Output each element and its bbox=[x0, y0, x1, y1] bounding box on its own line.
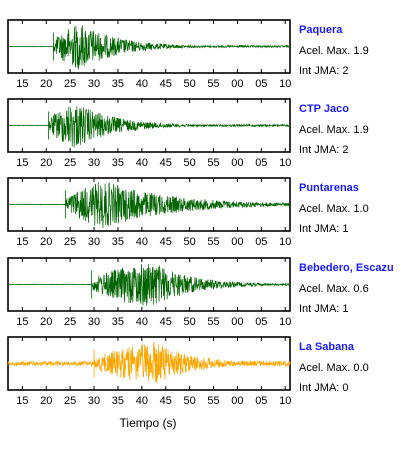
x-tick-label: 40 bbox=[136, 395, 148, 407]
x-tick-label: 20 bbox=[40, 78, 52, 90]
x-tick-label: 50 bbox=[184, 157, 196, 169]
station-name: Bebedero, Escazu bbox=[299, 262, 394, 274]
jma-intensity-label: Int JMA: 0 bbox=[299, 382, 349, 394]
x-tick-label: 50 bbox=[184, 236, 196, 248]
waveform-trace bbox=[7, 106, 291, 148]
x-tick-label: 50 bbox=[184, 395, 196, 407]
jma-intensity-label: Int JMA: 2 bbox=[299, 144, 349, 156]
station-name: Paquera bbox=[299, 24, 343, 36]
x-tick-label: 45 bbox=[160, 78, 172, 90]
station-name: CTP Jaco bbox=[299, 103, 349, 115]
x-tick-label: 25 bbox=[64, 157, 76, 169]
x-tick-label: 50 bbox=[184, 316, 196, 328]
x-tick-label: 00 bbox=[231, 316, 243, 328]
station-name: Puntarenas bbox=[299, 182, 359, 194]
x-tick-label: 35 bbox=[112, 395, 124, 407]
jma-intensity-label: Int JMA: 2 bbox=[299, 65, 349, 77]
x-tick-label: 25 bbox=[64, 78, 76, 90]
x-tick-label: 35 bbox=[112, 157, 124, 169]
panel-4: 15 20 25 30 35 40 45 50 55 00 05 10 La Sabana Acel. M… bbox=[7, 336, 369, 407]
x-tick-label: 05 bbox=[255, 157, 267, 169]
x-tick-label: 20 bbox=[40, 316, 52, 328]
panel-1: 15 20 25 30 35 40 45 50 55 00 05 10 CTP Jaco Acel. Ma… bbox=[7, 98, 369, 169]
x-tick-label: 05 bbox=[255, 316, 267, 328]
panel-3: 15 20 25 30 35 40 45 50 55 00 05 10 Bebedero, Escazu… bbox=[7, 257, 394, 328]
waveform-trace bbox=[7, 182, 291, 229]
panels: 15 20 25 30 35 40 45 50 55 00 05 10 Paquera Acel. Max… bbox=[7, 19, 394, 407]
x-tick-label: 25 bbox=[64, 395, 76, 407]
x-tick-label: 30 bbox=[88, 236, 100, 248]
x-tick-label: 05 bbox=[255, 395, 267, 407]
x-tick-label: 30 bbox=[88, 316, 100, 328]
x-axis-label: Tiempo (s) bbox=[120, 416, 177, 430]
x-tick-label: 40 bbox=[136, 78, 148, 90]
panel-0: 15 20 25 30 35 40 45 50 55 00 05 10 Paquera Acel. Max… bbox=[7, 19, 369, 90]
x-tick-label: 25 bbox=[64, 236, 76, 248]
x-tick-label: 35 bbox=[112, 78, 124, 90]
x-tick-label: 35 bbox=[112, 316, 124, 328]
x-tick-label: 10 bbox=[279, 157, 291, 169]
x-tick-label: 55 bbox=[207, 157, 219, 169]
x-tick-label: 15 bbox=[16, 157, 28, 169]
x-tick-label: 00 bbox=[231, 78, 243, 90]
x-tick-label: 00 bbox=[231, 395, 243, 407]
x-tick-label: 45 bbox=[160, 316, 172, 328]
x-tick-label: 15 bbox=[16, 236, 28, 248]
x-tick-label: 30 bbox=[88, 395, 100, 407]
waveform-trace bbox=[7, 25, 291, 70]
x-tick-label: 00 bbox=[231, 236, 243, 248]
x-tick-label: 20 bbox=[40, 395, 52, 407]
x-tick-label: 15 bbox=[16, 78, 28, 90]
x-tick-label: 45 bbox=[160, 157, 172, 169]
x-tick-label: 55 bbox=[207, 236, 219, 248]
x-tick-label: 55 bbox=[207, 316, 219, 328]
waveform-trace bbox=[7, 341, 291, 384]
x-tick-label: 30 bbox=[88, 78, 100, 90]
max-accel-label: Acel. Max. 1.0 bbox=[299, 203, 369, 215]
x-tick-label: 10 bbox=[279, 316, 291, 328]
x-tick-label: 55 bbox=[207, 78, 219, 90]
x-tick-label: 05 bbox=[255, 236, 267, 248]
x-tick-label: 55 bbox=[207, 395, 219, 407]
x-tick-label: 45 bbox=[160, 236, 172, 248]
max-accel-label: Acel. Max. 1.9 bbox=[299, 45, 369, 57]
x-tick-label: 50 bbox=[184, 78, 196, 90]
x-tick-label: 15 bbox=[16, 316, 28, 328]
x-tick-label: 15 bbox=[16, 395, 28, 407]
x-tick-label: 30 bbox=[88, 157, 100, 169]
x-tick-label: 05 bbox=[255, 78, 267, 90]
max-accel-label: Acel. Max. 0.0 bbox=[299, 362, 369, 374]
x-tick-label: 20 bbox=[40, 157, 52, 169]
x-tick-label: 35 bbox=[112, 236, 124, 248]
station-name: La Sabana bbox=[299, 341, 355, 353]
max-accel-label: Acel. Max. 0.6 bbox=[299, 283, 369, 295]
x-tick-label: 45 bbox=[160, 395, 172, 407]
x-tick-label: 25 bbox=[64, 316, 76, 328]
x-tick-label: 00 bbox=[231, 157, 243, 169]
jma-intensity-label: Int JMA: 1 bbox=[299, 303, 349, 315]
x-tick-label: 40 bbox=[136, 157, 148, 169]
x-tick-label: 10 bbox=[279, 78, 291, 90]
panel-2: 15 20 25 30 35 40 45 50 55 00 05 10 Puntarenas Acel. … bbox=[7, 177, 369, 248]
x-tick-label: 10 bbox=[279, 236, 291, 248]
x-tick-label: 20 bbox=[40, 236, 52, 248]
x-tick-label: 40 bbox=[136, 236, 148, 248]
x-tick-label: 10 bbox=[279, 395, 291, 407]
x-tick-label: 40 bbox=[136, 316, 148, 328]
max-accel-label: Acel. Max. 1.9 bbox=[299, 124, 369, 136]
jma-intensity-label: Int JMA: 1 bbox=[299, 223, 349, 235]
waveform-trace bbox=[7, 263, 291, 306]
